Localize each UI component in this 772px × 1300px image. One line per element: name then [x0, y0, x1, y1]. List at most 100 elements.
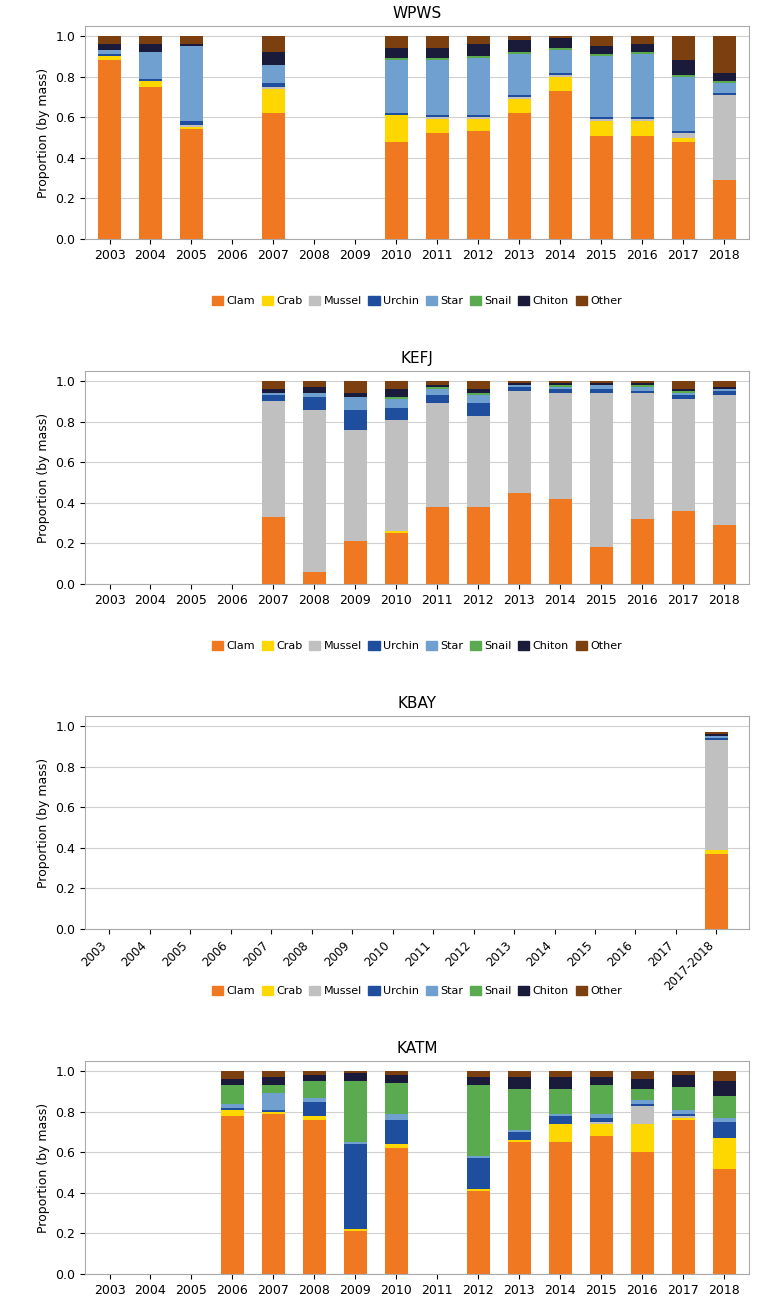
Bar: [549, 1078, 571, 1089]
Bar: [180, 47, 203, 121]
Bar: [590, 135, 612, 239]
Bar: [303, 1082, 326, 1097]
Bar: [385, 398, 408, 399]
Bar: [549, 74, 571, 77]
Title: KBAY: KBAY: [398, 696, 436, 711]
Bar: [713, 1096, 736, 1118]
Bar: [98, 51, 120, 55]
Bar: [631, 391, 654, 394]
Bar: [631, 1100, 654, 1104]
Bar: [385, 142, 408, 239]
Bar: [344, 1071, 367, 1074]
Bar: [344, 1230, 367, 1231]
Bar: [262, 402, 285, 517]
Bar: [706, 732, 727, 734]
Bar: [508, 1130, 530, 1132]
Bar: [262, 83, 285, 87]
Bar: [590, 47, 612, 55]
Bar: [672, 389, 695, 391]
Bar: [672, 394, 695, 395]
Bar: [180, 36, 203, 44]
Bar: [631, 1106, 654, 1124]
Bar: [590, 1071, 612, 1078]
Bar: [426, 381, 449, 385]
Bar: [385, 389, 408, 398]
Bar: [549, 36, 571, 38]
Bar: [303, 1097, 326, 1101]
Bar: [385, 1083, 408, 1114]
Bar: [344, 394, 367, 398]
Bar: [672, 138, 695, 142]
Bar: [713, 83, 736, 92]
Bar: [672, 1115, 695, 1118]
Bar: [508, 391, 530, 493]
Bar: [385, 407, 408, 420]
Bar: [385, 381, 408, 389]
Bar: [713, 387, 736, 389]
Bar: [672, 391, 695, 394]
Bar: [631, 1071, 654, 1079]
Bar: [631, 384, 654, 385]
Bar: [672, 61, 695, 74]
Bar: [385, 1071, 408, 1075]
Bar: [508, 1078, 530, 1089]
Bar: [508, 493, 530, 584]
Bar: [385, 48, 408, 58]
Bar: [631, 135, 654, 239]
Bar: [672, 1075, 695, 1087]
Bar: [590, 1114, 612, 1118]
Bar: [139, 36, 162, 44]
Bar: [467, 120, 489, 131]
Bar: [549, 1114, 571, 1115]
Bar: [631, 1089, 654, 1100]
Bar: [508, 1140, 530, 1143]
Bar: [713, 525, 736, 584]
Bar: [590, 1118, 612, 1122]
Bar: [426, 36, 449, 48]
Bar: [467, 131, 489, 239]
Bar: [139, 79, 162, 81]
Legend: Clam, Crab, Mussel, Urchin, Star, Snail, Chiton, Other: Clam, Crab, Mussel, Urchin, Star, Snail,…: [208, 291, 626, 311]
Bar: [706, 850, 727, 854]
Bar: [672, 36, 695, 61]
Bar: [590, 1086, 612, 1114]
Bar: [549, 389, 571, 394]
Y-axis label: Proportion (by mass): Proportion (by mass): [36, 758, 49, 888]
Bar: [549, 1089, 571, 1114]
Bar: [590, 389, 612, 394]
Bar: [139, 81, 162, 87]
Bar: [98, 44, 120, 51]
Bar: [631, 52, 654, 55]
Bar: [222, 1104, 244, 1108]
Bar: [344, 398, 367, 410]
Bar: [344, 430, 367, 541]
Bar: [590, 55, 612, 56]
Bar: [262, 88, 285, 113]
Bar: [98, 61, 120, 239]
Bar: [426, 395, 449, 403]
Bar: [303, 398, 326, 410]
Bar: [706, 736, 727, 738]
Bar: [549, 1124, 571, 1143]
Bar: [631, 1079, 654, 1089]
Bar: [549, 1115, 571, 1124]
Title: KEFJ: KEFJ: [401, 351, 433, 365]
Title: WPWS: WPWS: [392, 5, 442, 21]
Bar: [672, 1119, 695, 1274]
Bar: [549, 38, 571, 48]
Bar: [262, 1071, 285, 1078]
Bar: [385, 1114, 408, 1119]
Bar: [713, 36, 736, 73]
Bar: [139, 44, 162, 52]
Bar: [631, 1104, 654, 1106]
Bar: [713, 381, 736, 387]
Bar: [385, 113, 408, 116]
Y-axis label: Proportion (by mass): Proportion (by mass): [36, 68, 49, 198]
Bar: [262, 381, 285, 389]
Bar: [303, 1115, 326, 1119]
Bar: [426, 389, 449, 395]
Bar: [549, 385, 571, 387]
Bar: [426, 120, 449, 134]
Bar: [549, 73, 571, 74]
Bar: [467, 416, 489, 507]
